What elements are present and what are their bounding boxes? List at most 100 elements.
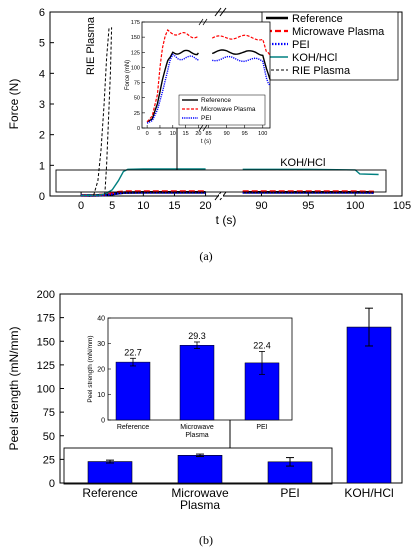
x-tick-label: 15 (168, 200, 180, 212)
inset-x-tick-label: 90 (224, 131, 230, 137)
inset-x-axis-label: t (s) (201, 139, 211, 145)
inset-axis-break-mark (202, 124, 208, 132)
axis-break-gap (219, 194, 223, 198)
inset-category-label: Reference (117, 424, 149, 431)
legend-label: Reference (292, 13, 343, 25)
y-tick-label: 4 (39, 68, 45, 80)
y-tick-label: 200 (37, 289, 55, 301)
inset-series-line-reference (146, 49, 271, 123)
annotation-rie-plasma: RIE Plasma (85, 16, 97, 75)
inset-y-tick-label: 10 (97, 392, 105, 399)
panel-a-inset-chart: 0 25 50 75 100 125 150 175 0 5 10 15 20 85 90 95 100 t (s… (125, 18, 271, 145)
legend-label: KOH/HCl (292, 52, 337, 64)
y-tick-label: 25 (43, 454, 55, 466)
x-tick-label: 95 (302, 200, 314, 212)
inset-axis-break-mark (198, 124, 204, 132)
inset-bar (115, 361, 151, 421)
category-label: KOH/HCl (344, 486, 393, 500)
inset-axis-break-mark (202, 18, 208, 26)
series-line-rie-plasma-repeat (104, 27, 113, 195)
category-label: Reference (82, 486, 138, 500)
x-tick-label: 105 (393, 200, 411, 212)
bar (177, 455, 223, 484)
legend-label: Microwave Plasma (292, 26, 385, 38)
inset-category-label: Microwave (180, 424, 214, 431)
inset-y-tick-label: 175 (131, 20, 140, 26)
inset-category-label: Plasma (185, 432, 208, 439)
x-tick-label: 100 (346, 200, 364, 212)
inset-value-label: 29.3 (188, 331, 206, 341)
y-tick-label: 125 (37, 360, 55, 372)
y-tick-label: 175 (37, 313, 55, 325)
y-tick-label: 2 (39, 130, 45, 142)
x-tick-label: 90 (255, 200, 267, 212)
inset-y-tick-label: 30 (97, 341, 105, 348)
category-label: Plasma (180, 498, 220, 512)
inset-x-tick-label: 20 (195, 131, 201, 137)
x-axis-label: t (s) (216, 213, 237, 227)
y-axis-label: Peel strength (mN/mm) (7, 326, 21, 450)
legend-label: RIE Plasma (292, 65, 351, 77)
inset-series-line-microwave-plasma (146, 29, 271, 123)
legend-label: PEI (292, 39, 310, 51)
y-tick-label: 1 (39, 160, 45, 172)
x-tick-label: 5 (109, 200, 115, 212)
y-axis-label: Force (N) (7, 79, 21, 130)
category-label: PEI (280, 486, 299, 500)
inset-x-tick-label: 95 (242, 131, 248, 137)
inset-y-tick-label: 150 (131, 35, 140, 41)
inset-y-tick-label: 50 (134, 96, 140, 102)
inset-y-tick-label: 75 (134, 81, 140, 87)
inset-x-tick-label: 5 (158, 131, 161, 137)
caption-b: (b) (199, 533, 213, 547)
inset-x-tick-label: 10 (170, 131, 176, 137)
y-tick-label: 0 (49, 478, 55, 490)
annotation-koh-hcl: KOH/HCl (280, 157, 325, 169)
x-tick-label: 20 (199, 200, 211, 212)
inset-x-tick-label: 0 (146, 131, 149, 137)
inset-value-label: 22.7 (124, 347, 142, 357)
x-tick-label: 10 (137, 200, 149, 212)
inset-y-tick-label: 20 (97, 367, 105, 374)
axis-break-mark (219, 7, 227, 17)
inset-y-tick-label: 40 (97, 316, 105, 323)
inset-y-axis-label: Force (mN) (125, 60, 131, 90)
zoom-highlight-box (63, 447, 333, 485)
inset-y-tick-label: 0 (137, 126, 140, 132)
y-tick-label: 3 (39, 99, 45, 111)
axis-break-mark (214, 191, 222, 201)
inset-y-tick-label: 125 (131, 50, 140, 56)
y-tick-label: 75 (43, 407, 55, 419)
inset-y-tick-label: 25 (134, 111, 140, 117)
y-tick-label: 0 (39, 191, 45, 203)
inset-bar (179, 345, 215, 421)
inset-y-axis-label: Peel strength (mN/mm) (87, 335, 94, 402)
bar (87, 461, 133, 484)
inset-x-tick-label: 85 (206, 131, 212, 137)
caption-a: (a) (199, 249, 212, 263)
zoom-highlight-box (55, 169, 387, 193)
inset-y-tick-label: 100 (131, 65, 140, 71)
y-tick-label: 5 (39, 38, 45, 50)
bar (346, 326, 392, 484)
y-tick-label: 50 (43, 431, 55, 443)
inset-legend-label: Reference (201, 97, 231, 104)
inset-x-tick-label: 15 (183, 131, 189, 137)
y-tick-label: 6 (39, 7, 45, 19)
series-line-pei (81, 191, 374, 197)
inset-legend-label: Microwave Plasma (201, 106, 256, 113)
inset-y-tick-label: 0 (101, 418, 105, 425)
inset-series-line-pei (146, 53, 271, 124)
inset-x-tick-label: 100 (258, 131, 267, 137)
inset-legend-label: PEI (201, 115, 212, 122)
series-line-rie-plasma (93, 27, 110, 196)
y-tick-label: 150 (37, 336, 55, 348)
inset-category-label: PEI (256, 424, 267, 431)
y-tick-label: 100 (37, 384, 55, 396)
axis-break-mark (214, 7, 222, 17)
panel-b-inset-chart: 0 10 20 30 40 Peel strength (mN/mm) 22.7 Refere… (87, 316, 293, 439)
x-tick-label: 0 (78, 200, 84, 212)
